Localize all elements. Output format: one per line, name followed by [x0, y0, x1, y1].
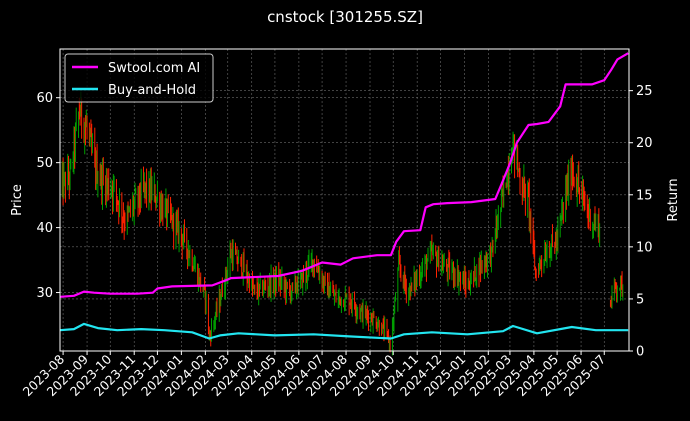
y-tick-label-right: 25	[636, 84, 653, 99]
legend-ai-label: Swtool.com AI	[108, 61, 200, 76]
legend: Swtool.com AI Buy-and-Hold	[64, 53, 214, 103]
y-axis-label-left: Price	[10, 184, 25, 216]
y-tick-label-right: 5	[636, 292, 644, 307]
y-tick-label-left: 60	[36, 91, 53, 106]
ai-return-line	[59, 52, 629, 298]
y-tick-label-left: 50	[36, 156, 53, 171]
y-axis-label-right: Return	[666, 178, 681, 221]
y-tick-label-right: 10	[636, 240, 653, 255]
y-tick-label-left: 40	[36, 221, 53, 236]
y-tick-label-right: 20	[636, 136, 653, 151]
price-bars	[59, 91, 624, 356]
y-tick-label-right: 0	[636, 345, 644, 360]
return-lines	[59, 52, 629, 340]
chart-title: cnstock [301255.SZ]	[267, 8, 423, 26]
hold-return-line	[59, 322, 629, 340]
legend-hold-label: Buy-and-Hold	[108, 83, 196, 98]
y-tick-label-left: 30	[36, 286, 53, 301]
plot-frame	[59, 48, 630, 352]
legend-box	[64, 53, 214, 103]
y-tick-label-right: 15	[636, 188, 653, 203]
